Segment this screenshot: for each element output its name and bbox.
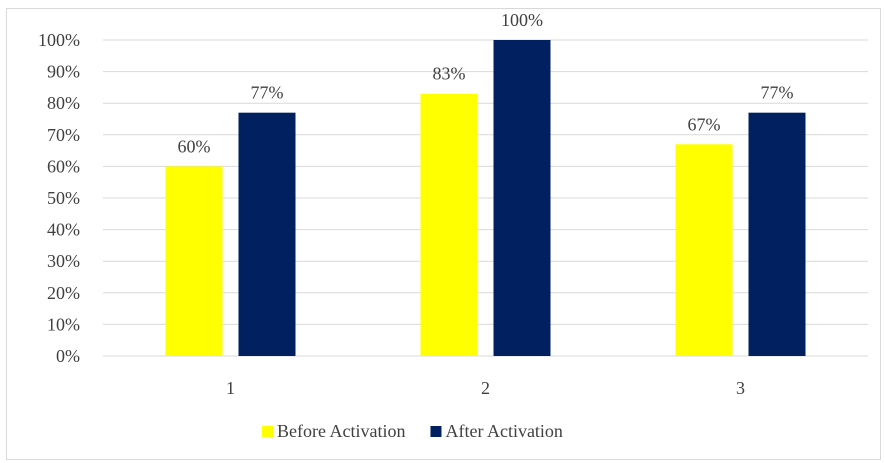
bar-after-activation-1	[238, 112, 296, 357]
data-label: 67%	[688, 114, 721, 134]
y-tick-label: 20%	[47, 283, 80, 303]
y-tick-label: 80%	[47, 93, 80, 113]
y-tick-label: 100%	[38, 30, 80, 50]
data-label: 100%	[501, 10, 543, 30]
y-axis-tick-labels: 0% 10% 20% 30% 40% 50% 60% 70% 80% 90% 100%	[38, 30, 80, 366]
y-tick-label: 0%	[56, 346, 80, 366]
bar-after-activation-3	[748, 112, 806, 357]
bar-before-activation-1	[165, 166, 223, 356]
x-tick-label: 2	[481, 378, 490, 398]
data-label: 77%	[251, 83, 284, 103]
legend: Before Activation After Activation	[262, 421, 563, 441]
y-tick-label: 30%	[47, 251, 80, 271]
gridlines	[103, 39, 868, 357]
y-tick-label: 90%	[47, 62, 80, 82]
legend-label: Before Activation	[277, 421, 405, 441]
y-tick-label: 70%	[47, 125, 80, 145]
x-tick-label: 3	[736, 378, 745, 398]
y-tick-label: 10%	[47, 314, 80, 334]
bar-before-activation-3	[675, 144, 733, 356]
data-labels: 60% 77% 83% 100% 67% 77%	[178, 10, 794, 156]
legend-swatch	[262, 426, 273, 437]
data-label: 60%	[178, 136, 211, 156]
legend-swatch	[430, 426, 442, 437]
y-tick-label: 50%	[47, 188, 80, 208]
y-tick-label: 40%	[47, 220, 80, 240]
x-axis-tick-labels: 1 2 3	[226, 378, 745, 398]
bars	[165, 40, 806, 357]
bar-before-activation-2	[420, 93, 478, 356]
data-label: 83%	[433, 64, 466, 84]
x-tick-label: 1	[226, 378, 235, 398]
bar-after-activation-2	[493, 40, 551, 356]
y-tick-label: 60%	[47, 156, 80, 176]
data-label: 77%	[761, 83, 794, 103]
legend-label: After Activation	[445, 421, 562, 441]
